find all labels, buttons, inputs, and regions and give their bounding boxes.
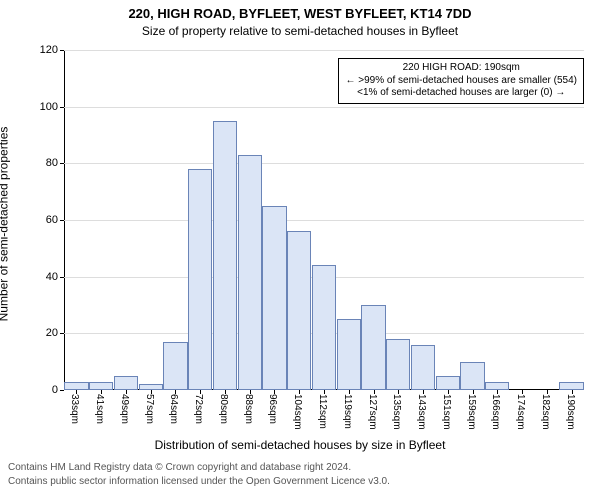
chart-subtitle: Size of property relative to semi-detach… [0,24,600,38]
x-axis-label: Distribution of semi-detached houses by … [0,438,600,452]
gridline [64,107,584,108]
histogram-bar [386,339,410,390]
xtick-label: 135sqm [391,394,402,430]
ytick-label: 0 [52,384,64,396]
ytick-label: 20 [46,327,64,339]
annotation-box: 220 HIGH ROAD: 190sqm ← >99% of semi-det… [338,58,584,104]
annotation-line3: <1% of semi-detached houses are larger (… [345,87,577,100]
histogram-bar [460,362,484,390]
xtick-label: 104sqm [292,394,303,430]
histogram-bar [188,169,212,390]
histogram-bar [559,382,583,391]
ytick-label: 120 [40,44,64,56]
xtick-label: 49sqm [119,394,130,424]
xtick-label: 190sqm [565,394,576,430]
histogram-bar [262,206,286,390]
gridline [64,50,584,51]
gridline [64,163,584,164]
histogram-bar [89,382,113,391]
histogram-bar [312,265,336,390]
chart-title: 220, HIGH ROAD, BYFLEET, WEST BYFLEET, K… [0,6,600,21]
xtick-label: 119sqm [342,394,353,429]
xtick-label: 112sqm [317,394,328,429]
xtick-label: 33sqm [69,394,80,424]
xtick-label: 64sqm [168,394,179,424]
histogram-bar [287,231,311,390]
histogram-bar [64,382,88,391]
histogram-bar [337,319,361,390]
xtick-label: 88sqm [243,394,254,424]
xtick-label: 151sqm [441,394,452,430]
histogram-bar [436,376,460,390]
plot-inner: 02040608010012033sqm41sqm49sqm57sqm64sqm… [64,50,584,390]
ytick-label: 40 [46,271,64,283]
ytick-label: 60 [46,214,64,226]
xtick-label: 127sqm [367,394,378,430]
xtick-label: 182sqm [540,394,551,430]
footer-line2: Contains public sector information licen… [8,476,390,487]
annotation-line1: 220 HIGH ROAD: 190sqm [345,62,577,75]
xtick-label: 72sqm [193,394,204,424]
plot-area: 02040608010012033sqm41sqm49sqm57sqm64sqm… [64,50,584,390]
histogram-bar [213,121,237,390]
xtick-label: 143sqm [416,394,427,430]
y-axis-label: Number of semi-detached properties [0,127,10,322]
histogram-bar [238,155,262,390]
annotation-line2: ← >99% of semi-detached houses are small… [345,75,577,88]
xtick-label: 159sqm [466,394,477,430]
gridline [64,220,584,221]
histogram-bar [163,342,187,390]
xtick-label: 57sqm [144,394,155,424]
xtick-label: 80sqm [218,394,229,424]
chart-container: 220, HIGH ROAD, BYFLEET, WEST BYFLEET, K… [0,0,600,500]
xtick-label: 41sqm [94,394,105,424]
xtick-label: 96sqm [267,394,278,424]
ytick-label: 100 [40,101,64,113]
ytick-label: 80 [46,157,64,169]
histogram-bar [114,376,138,390]
xtick-label: 166sqm [490,394,501,430]
histogram-bar [485,382,509,391]
histogram-bar [411,345,435,390]
xtick-label: 174sqm [515,394,526,430]
footer-line1: Contains HM Land Registry data © Crown c… [8,462,351,473]
histogram-bar [361,305,385,390]
